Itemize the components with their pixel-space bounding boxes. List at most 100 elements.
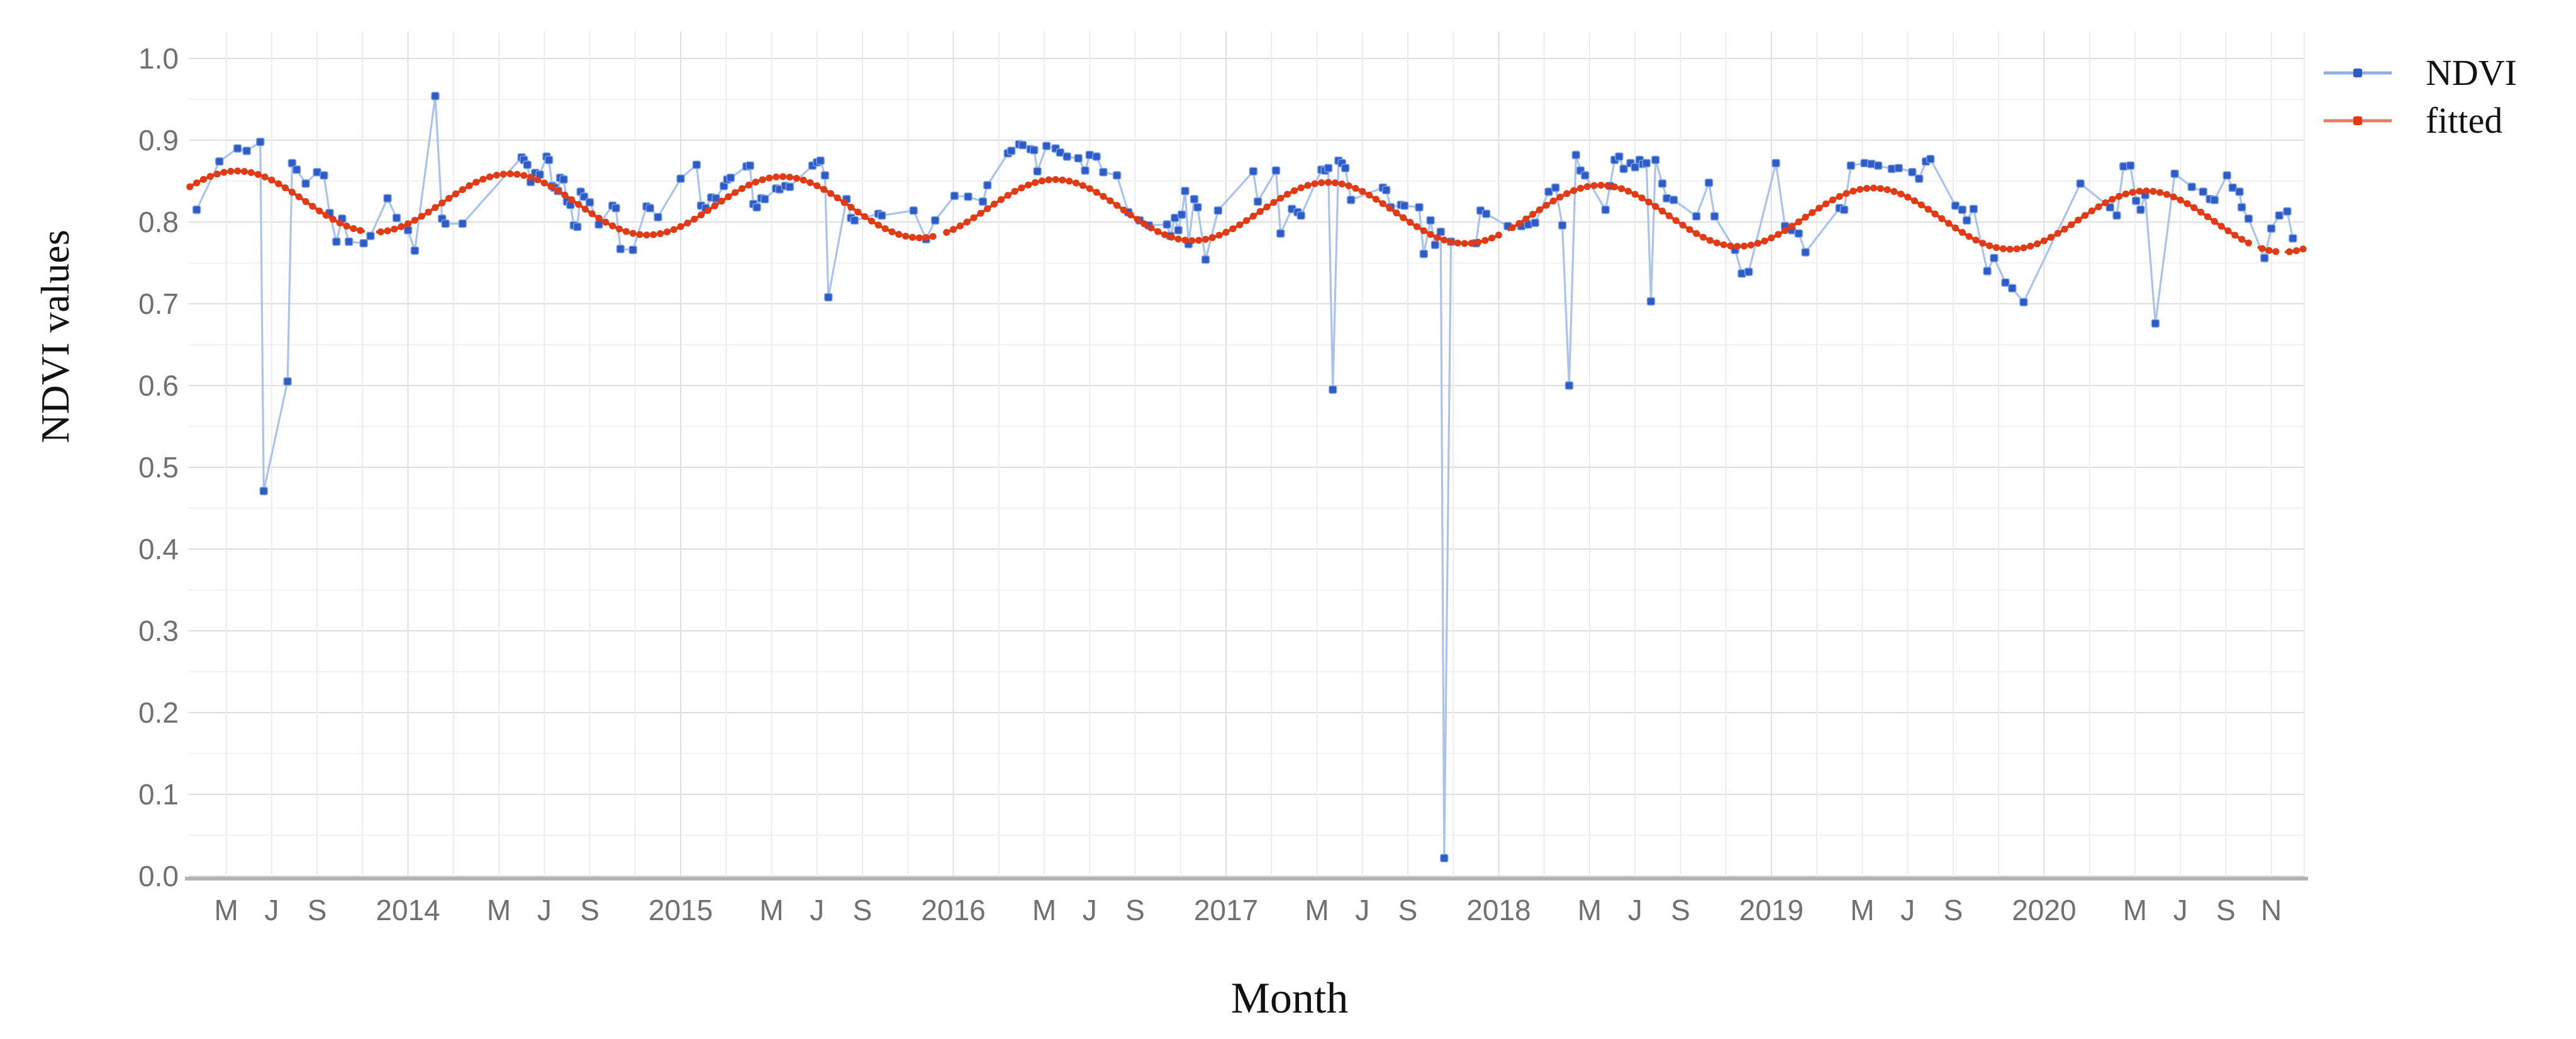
fitted-point [241,168,248,175]
ndvi-point [2187,182,2196,191]
ndvi-point [785,182,795,191]
fitted-point [1290,187,1298,194]
y-tick-label: 0.6 [138,369,179,402]
fitted-point [711,202,718,209]
fitted-point [1795,218,1802,226]
fitted-point [1222,228,1230,236]
fitted-point [1686,226,1693,233]
fitted-point [329,216,337,223]
fitted-point [282,184,289,192]
fitted-point [1134,216,1141,223]
ndvi-point [909,206,918,215]
y-tick-label: 0.1 [138,778,179,811]
fitted-point [2109,196,2116,203]
fitted-point [759,176,766,184]
ndvi-point [1346,196,1356,204]
ndvi-point [332,237,341,246]
fitted-point [629,230,637,237]
fitted-point [636,231,644,238]
x-tick-label: 2014 [376,894,440,926]
fitted-point [2061,225,2068,233]
ndvi-point [292,165,301,174]
ndvi-point [215,157,224,166]
ndvi-point [1615,152,1624,161]
fitted-point [350,225,357,232]
ndvi-point [594,220,603,229]
x-tick-label: 2016 [921,894,985,926]
fitted-curve [186,167,2307,255]
fitted-point [2129,189,2136,196]
x-tick-label: S [308,894,327,926]
fitted-point [1331,179,1339,187]
fitted-point [411,216,418,224]
ndvi-point [579,192,589,201]
fitted-point [984,205,991,213]
fitted-point [2095,203,2102,211]
fitted-point [2170,193,2177,201]
fitted-point [595,214,603,222]
fitted-point [1004,192,1012,199]
fitted-point [1979,240,1987,247]
ndvi-point [824,292,833,302]
x-tick-label: S [2216,894,2236,926]
fitted-point [581,206,589,213]
legend-item-ndvi: NDVI [2322,49,2517,97]
ndvi-point [1112,171,1122,180]
fitted-point [1215,231,1223,239]
ndvi-point [1601,205,1610,214]
fitted-point [261,173,269,181]
ndvi-point [544,155,554,164]
fitted-point [1802,213,1809,221]
fitted-point [398,223,405,230]
ndvi-point [320,171,328,180]
fitted-point [670,226,677,233]
ndvi-point [752,203,761,212]
ndvi-point [2235,187,2244,196]
x-tick-label: J [1355,894,1369,926]
x-tick-label: 2020 [2012,894,2076,926]
x-tick-label: M [759,894,783,926]
fitted-point [2163,191,2170,198]
ndvi-point [410,246,420,255]
fitted-point [554,187,562,194]
fitted-point [506,170,514,177]
ndvi-point [431,92,440,101]
ndvi-point [1794,229,1804,238]
ndvi-point [1801,248,1810,257]
fitted-point [1393,209,1400,217]
ndvi-point [1081,166,1090,175]
fitted-point [1420,227,1427,235]
ndvi-point [1430,240,1440,250]
fitted-point [1359,187,1366,195]
fitted-point [1311,180,1319,187]
ndvi-point [2210,196,2219,204]
fitted-point [854,208,862,216]
fitted-point [193,179,201,187]
fitted-point [1536,206,1543,213]
fitted-point [718,197,725,205]
fitted-point [1590,182,1598,189]
fitted-point [323,211,330,219]
ndvi-point [692,160,701,169]
fitted-point [2217,223,2225,230]
fitted-point [895,231,903,238]
fitted-point [1059,176,1066,184]
fitted-point [1645,198,1653,206]
fitted-point [1700,233,1707,241]
ndvi-point [1415,203,1424,212]
fitted-point [186,183,194,191]
fitted-point [2040,237,2048,245]
y-tick-label: 0.2 [138,696,179,729]
fitted-point [486,173,494,181]
fitted-point [1174,235,1182,243]
ndvi-point [383,194,392,203]
ndvi-point [1271,166,1281,175]
ndvi-point [1771,158,1780,168]
fitted-point [1604,182,1612,189]
fitted-point [909,233,916,241]
fitted-point [1277,194,1285,202]
fitted-point [663,228,671,236]
x-tick-label: J [264,894,279,926]
x-tick-label: J [1900,894,1915,926]
fitted-point [2081,212,2088,219]
